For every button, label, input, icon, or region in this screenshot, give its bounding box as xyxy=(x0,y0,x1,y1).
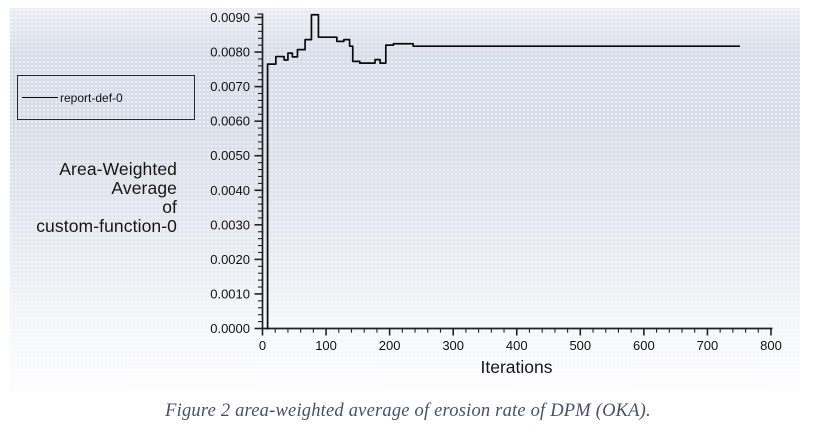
y-tick-label: 0.0030 xyxy=(210,217,250,232)
series-line xyxy=(266,13,741,330)
x-tick-label: 600 xyxy=(633,338,655,353)
x-tick-label: 100 xyxy=(315,338,337,353)
x-tick-label: 700 xyxy=(697,338,719,353)
legend: report-def-0 xyxy=(17,75,195,120)
legend-line-sample xyxy=(22,97,58,98)
x-tick-label: 800 xyxy=(760,338,782,353)
x-tick-label: 200 xyxy=(379,338,401,353)
y-axis-title-line: of xyxy=(162,197,177,217)
x-tick-label: 0 xyxy=(259,338,266,353)
x-tick-label: 500 xyxy=(569,338,591,353)
y-tick-label: 0.0070 xyxy=(210,79,250,94)
x-tick-label: 300 xyxy=(442,338,464,353)
y-axis-title-line: Area-Weighted xyxy=(59,159,177,179)
y-tick-label: 0.0090 xyxy=(210,10,250,25)
y-axis-title-line: Average xyxy=(111,178,177,198)
x-tick-label: 400 xyxy=(506,338,528,353)
y-tick-label: 0.0020 xyxy=(210,252,250,267)
figure-caption: Figure 2 area-weighted average of erosio… xyxy=(165,401,651,421)
y-tick-label: 0.0010 xyxy=(210,286,250,301)
y-tick-label: 0.0050 xyxy=(210,148,250,163)
y-tick-label: 0.0060 xyxy=(210,114,250,129)
y-axis-title: Area-Weighted Average of custom-function… xyxy=(0,160,177,236)
y-tick-label: 0.0000 xyxy=(210,321,250,336)
y-tick-label: 0.0040 xyxy=(210,183,250,198)
legend-label: report-def-0 xyxy=(60,90,123,105)
y-tick-label: 0.0080 xyxy=(210,45,250,60)
y-axis-title-line: custom-function-0 xyxy=(36,216,177,236)
x-axis-title: Iterations xyxy=(480,357,553,377)
